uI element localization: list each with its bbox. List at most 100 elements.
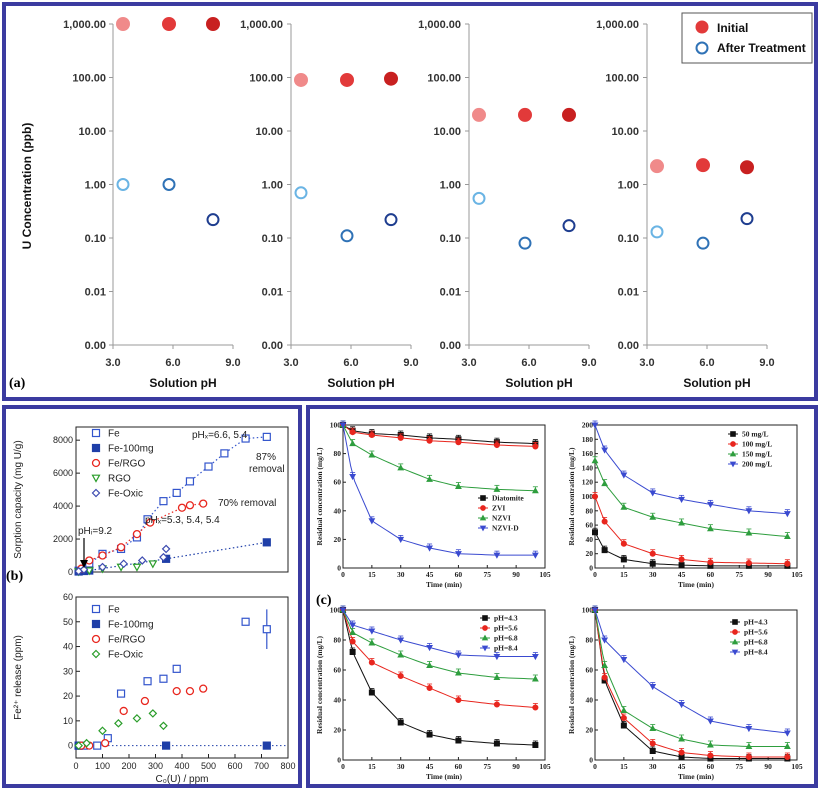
c-legend-marker: [482, 615, 488, 621]
a-y-tick-label: 0.01: [85, 287, 106, 299]
a-initial-point: [650, 159, 664, 174]
c-data-point: [368, 431, 375, 439]
a-initial-point: [518, 107, 532, 122]
c-fit-curve: [594, 532, 788, 567]
c-x-tick-label: 75: [736, 762, 744, 771]
c-data-point: [649, 550, 656, 557]
b-bottom-point: [162, 741, 171, 750]
c-data-point: [368, 639, 376, 646]
b-bottom-point: [116, 689, 126, 698]
c-data-point: [649, 740, 656, 747]
c-data-point: [601, 518, 608, 525]
c-legend-marker: [482, 625, 488, 631]
c-y-tick-label: 80: [586, 506, 594, 515]
b-ph-final-blue: pHₓ=6.6, 5.4: [192, 430, 248, 441]
c-legend-label: pH=8.4: [494, 644, 518, 653]
b-top-point: [161, 544, 171, 554]
b-top-point: [132, 563, 142, 572]
b-bottom-point: [132, 714, 142, 723]
c-y-tick-label: 20: [334, 726, 342, 735]
c-data-point: [601, 661, 609, 669]
c-x-tick-label: 15: [620, 570, 628, 579]
c-x-tick-label: 0: [341, 570, 345, 579]
a-x-tick-label: 9.0: [403, 357, 418, 369]
a-y-tick-label: 1.00: [618, 180, 639, 192]
b-bottom-y-tick-label: 0: [68, 741, 73, 751]
b-bottom-point: [98, 726, 107, 736]
a-y-tick-label: 0.01: [262, 287, 283, 299]
b-top-legend-marker: [91, 474, 101, 483]
c-data-point: [620, 706, 628, 714]
b-top-point: [132, 529, 142, 539]
c-x-tick-label: 105: [539, 570, 551, 579]
a-y-tick-label: 0.10: [262, 233, 283, 245]
c-fit-curve: [594, 609, 788, 759]
b-bottom-legend-label: Fe-Oxic: [108, 650, 143, 661]
b-top-point: [204, 462, 213, 471]
c-data-point: [493, 441, 500, 449]
b-top-point: [185, 477, 195, 486]
c-legend-marker: [481, 634, 489, 641]
b-panel-tag: (b): [6, 569, 23, 584]
b-bottom-x-tick-label: 700: [254, 761, 269, 771]
c-data-point: [426, 644, 433, 652]
c-data-point: [397, 651, 405, 658]
c-legend-label: pH=6.8: [494, 634, 518, 643]
c-data-point: [707, 741, 714, 748]
c-data-point: [678, 735, 685, 742]
a-y-tick-label: 1,000.00: [240, 19, 283, 31]
a-x-tick-label: 6.0: [165, 357, 180, 369]
c-y-tick-label: 40: [586, 696, 594, 705]
c-data-point: [397, 464, 405, 471]
c-data-point: [707, 718, 714, 725]
c-y-tick-label: 100: [330, 606, 342, 615]
c-data-point: [397, 672, 404, 680]
b-top-legend-label: RGO: [108, 474, 131, 485]
c-data-point: [601, 547, 608, 554]
c-legend-label: NZVI: [492, 514, 511, 523]
c-legend-marker: [730, 431, 736, 437]
a-initial-point: [294, 72, 308, 87]
c-data-point: [532, 741, 539, 748]
c-y-tick-label: 20: [586, 549, 594, 558]
c-legend-label: pH=4.3: [744, 618, 768, 627]
b-bottom-point: [185, 686, 195, 696]
b-top-point: [241, 434, 250, 443]
c-x-tick-label: 90: [512, 570, 520, 579]
c-data-point: [426, 731, 433, 738]
a-initial-point: [472, 107, 486, 122]
c-data-point: [620, 503, 628, 510]
b-top-legend-marker: [91, 443, 101, 453]
b-top-fe-100mg-trend: [78, 541, 267, 573]
c-y-tick-label: 140: [582, 463, 594, 472]
c-data-point: [349, 622, 357, 629]
a-x-tick-label: 9.0: [225, 357, 240, 369]
b-top-point: [119, 559, 129, 569]
a-legend-initial-marker: [695, 20, 709, 34]
c-data-point: [531, 675, 539, 682]
a-initial-point: [162, 17, 176, 31]
a-after-point: [562, 219, 576, 233]
c-data-point: [678, 562, 685, 569]
a-y-tick-label: 10.00: [78, 126, 106, 138]
a-x-tick-label: 9.0: [759, 357, 774, 369]
b-top-point: [220, 449, 229, 458]
c-data-point: [349, 473, 357, 481]
c-data-point: [678, 496, 685, 503]
a-x-tick-label: 6.0: [521, 357, 536, 369]
b-bottom-point: [114, 718, 123, 728]
b-bottom-y-tick-label: 40: [63, 642, 73, 652]
a-initial-point: [116, 17, 130, 31]
c-legend-label: 200 mg/L: [742, 460, 772, 469]
c-data-point: [620, 722, 627, 729]
c-data-point: [620, 714, 627, 722]
c-y-tick-label: 0: [337, 756, 341, 765]
c-data-point: [455, 669, 462, 676]
c-legend-label: pH=6.8: [744, 638, 768, 647]
c-y-tick-label: 60: [586, 666, 594, 675]
c-x-tick-label: 45: [678, 570, 686, 579]
a-y-tick-label: 100.00: [605, 73, 639, 85]
a-y-axis-label: U Concentration (ppb): [20, 123, 34, 250]
b-top-legend-label: Fe: [108, 429, 120, 440]
b-bottom-point: [159, 721, 168, 731]
